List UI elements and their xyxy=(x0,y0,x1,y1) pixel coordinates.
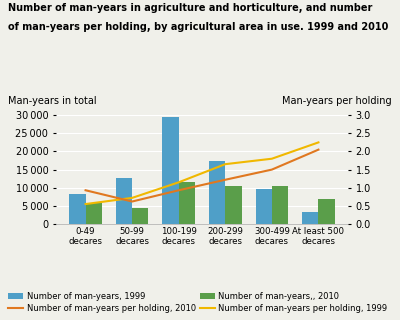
Bar xyxy=(116,178,132,224)
Bar xyxy=(86,203,102,224)
Bar xyxy=(162,117,179,224)
Bar xyxy=(256,189,272,224)
Text: Number of man-years in agriculture and horticulture, and number: Number of man-years in agriculture and h… xyxy=(8,3,372,13)
Bar xyxy=(318,199,335,224)
Bar xyxy=(302,212,318,224)
Bar xyxy=(132,208,148,224)
Bar xyxy=(69,194,86,224)
Bar xyxy=(209,161,225,224)
Bar xyxy=(179,182,195,224)
Legend: Number of man-years, 1999, Number of man-years per holding, 2010, Number of man-: Number of man-years, 1999, Number of man… xyxy=(8,292,387,313)
Bar xyxy=(272,186,288,224)
Text: of man-years per holding, by agricultural area in use. 1999 and 2010: of man-years per holding, by agricultura… xyxy=(8,22,388,32)
Text: Man-years per holding: Man-years per holding xyxy=(282,96,392,106)
Text: Man-years in total: Man-years in total xyxy=(8,96,97,106)
Bar xyxy=(225,186,242,224)
